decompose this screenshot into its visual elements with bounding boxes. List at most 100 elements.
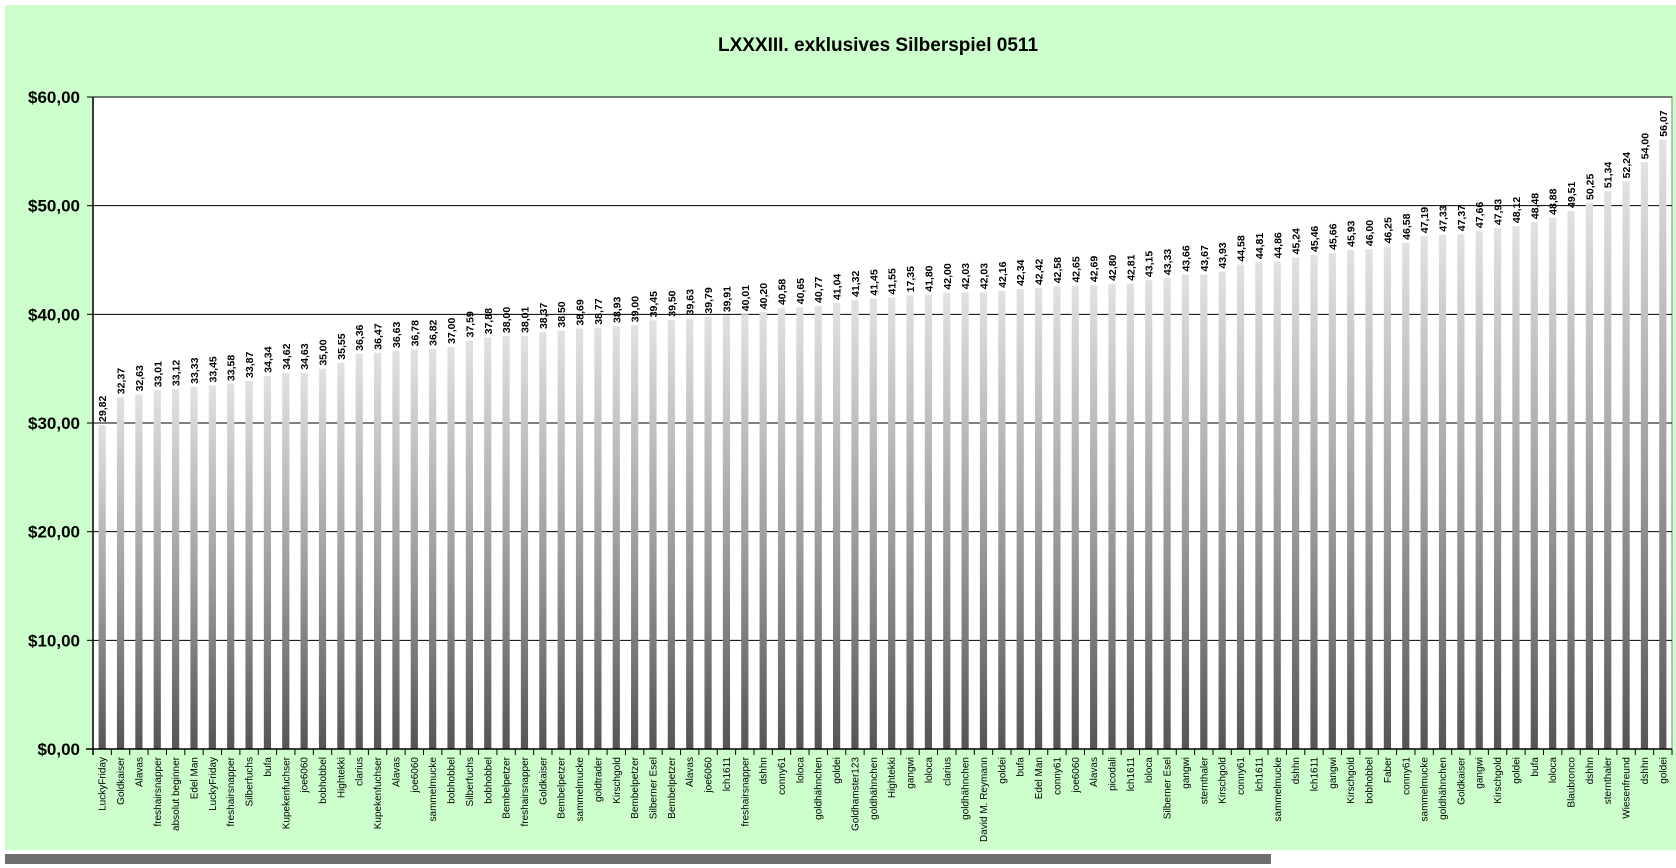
data-label: 42,69 xyxy=(1089,256,1101,282)
data-label: 17,35 xyxy=(905,266,917,292)
data-label: 44,81 xyxy=(1254,233,1266,259)
x-tick-label: conny61 xyxy=(1052,757,1063,795)
data-label: 43,67 xyxy=(1199,245,1211,271)
x-tick-label: sternthaler xyxy=(1199,756,1210,804)
bar xyxy=(1200,274,1208,749)
data-label: 35,55 xyxy=(336,333,348,359)
data-label: 52,24 xyxy=(1621,152,1633,178)
x-tick-label: dshhn xyxy=(1585,757,1596,784)
y-tick-label: $10,00 xyxy=(28,631,80,650)
data-label: 43,93 xyxy=(1217,242,1229,268)
data-label: 45,66 xyxy=(1327,223,1339,249)
x-tick-label: sammelmucke xyxy=(1273,757,1284,822)
x-tick-label: bobhobbel xyxy=(483,757,494,804)
bar xyxy=(447,346,455,749)
data-label: 36,36 xyxy=(354,324,366,350)
bar xyxy=(1567,210,1575,749)
x-tick-label: dshhn xyxy=(1640,757,1651,784)
bar xyxy=(373,352,382,749)
data-label: 41,32 xyxy=(850,271,862,297)
bar xyxy=(1273,261,1281,749)
data-label: 42,65 xyxy=(1070,256,1082,282)
x-tick-label: goldei xyxy=(1658,757,1669,784)
bar xyxy=(153,390,161,749)
x-tick-label: Silberfuchs xyxy=(245,757,256,806)
x-tick-label: bufa xyxy=(263,757,274,777)
x-tick-label: LuckyFriday xyxy=(208,757,219,811)
y-tick-label: $40,00 xyxy=(28,305,80,324)
x-tick-label: lch1611 xyxy=(722,757,733,792)
bar xyxy=(704,316,712,749)
bar xyxy=(1365,249,1373,749)
x-tick-label: freshairsnapper xyxy=(153,756,164,826)
x-tick-label: Bembelpetzer xyxy=(502,756,513,818)
bar xyxy=(851,299,859,749)
bar xyxy=(1493,228,1502,750)
bar xyxy=(741,314,749,749)
bar xyxy=(318,368,327,749)
data-label: 40,65 xyxy=(795,278,807,304)
data-label: 38,69 xyxy=(575,299,587,325)
bar xyxy=(429,348,437,749)
x-tick-label: goldtrader xyxy=(593,756,604,802)
bar xyxy=(1457,234,1465,750)
bar xyxy=(594,327,602,749)
bar xyxy=(631,325,639,749)
bar xyxy=(1218,271,1226,749)
y-tick-label: $20,00 xyxy=(28,523,80,542)
bar xyxy=(245,380,253,749)
x-tick-label: David M. Reymann xyxy=(979,757,990,842)
x-tick-label: lch1611 xyxy=(1254,757,1265,792)
bar xyxy=(979,292,988,749)
data-label: 37,88 xyxy=(483,308,495,334)
data-label: 40,01 xyxy=(740,285,752,311)
bar xyxy=(465,340,473,749)
x-tick-label: bobhobbel xyxy=(447,757,458,804)
bar xyxy=(943,292,951,749)
x-tick-label: goldhähnchen xyxy=(814,757,825,820)
x-tick-label: bobhobbel xyxy=(318,757,329,804)
bar xyxy=(392,350,400,749)
x-tick-label: goldhähnchen xyxy=(1438,757,1449,820)
horizontal-scrollbar[interactable] xyxy=(5,854,1271,864)
data-label: 33,12 xyxy=(171,360,183,386)
x-tick-label: lch1611 xyxy=(1309,757,1320,792)
data-label: 38,37 xyxy=(538,303,550,329)
bar xyxy=(1659,139,1667,749)
x-tick-label: Faber xyxy=(1383,756,1394,783)
x-tick-label: Kirschgold xyxy=(612,757,623,804)
bar xyxy=(1090,285,1098,749)
bar xyxy=(1145,280,1153,749)
x-tick-label: freshairsnapper xyxy=(520,756,531,826)
data-label: 38,77 xyxy=(593,298,605,324)
data-label: 33,45 xyxy=(207,356,219,382)
x-tick-label: Edel Man xyxy=(189,757,200,799)
bar xyxy=(1236,264,1245,749)
bar xyxy=(1347,249,1355,750)
data-label: 42,03 xyxy=(960,263,972,289)
x-tick-label: Alavas xyxy=(391,757,402,787)
bar xyxy=(172,389,180,749)
data-label: 40,77 xyxy=(813,277,825,303)
bar xyxy=(1402,242,1410,749)
y-tick-label: $60,00 xyxy=(28,88,80,107)
x-tick-label: conny61 xyxy=(1236,757,1247,795)
data-label: 42,81 xyxy=(1125,254,1137,280)
bar xyxy=(557,330,565,749)
data-label: 32,37 xyxy=(116,368,128,394)
x-tick-label: picodali xyxy=(1108,757,1119,791)
data-label: 51,34 xyxy=(1603,162,1615,188)
bar xyxy=(814,305,822,749)
bar xyxy=(1163,278,1171,749)
data-label: 47,37 xyxy=(1456,205,1468,231)
data-label: 36,63 xyxy=(391,322,403,348)
data-label: 42,03 xyxy=(978,263,990,289)
bar xyxy=(686,318,694,749)
bar xyxy=(906,295,914,749)
x-tick-label: Goldkaiser xyxy=(538,756,549,804)
bar xyxy=(612,325,620,749)
x-tick-label: dshhn xyxy=(1291,757,1302,784)
data-label: 39,50 xyxy=(666,290,678,316)
x-tick-label: goldhähnchen xyxy=(961,757,972,820)
